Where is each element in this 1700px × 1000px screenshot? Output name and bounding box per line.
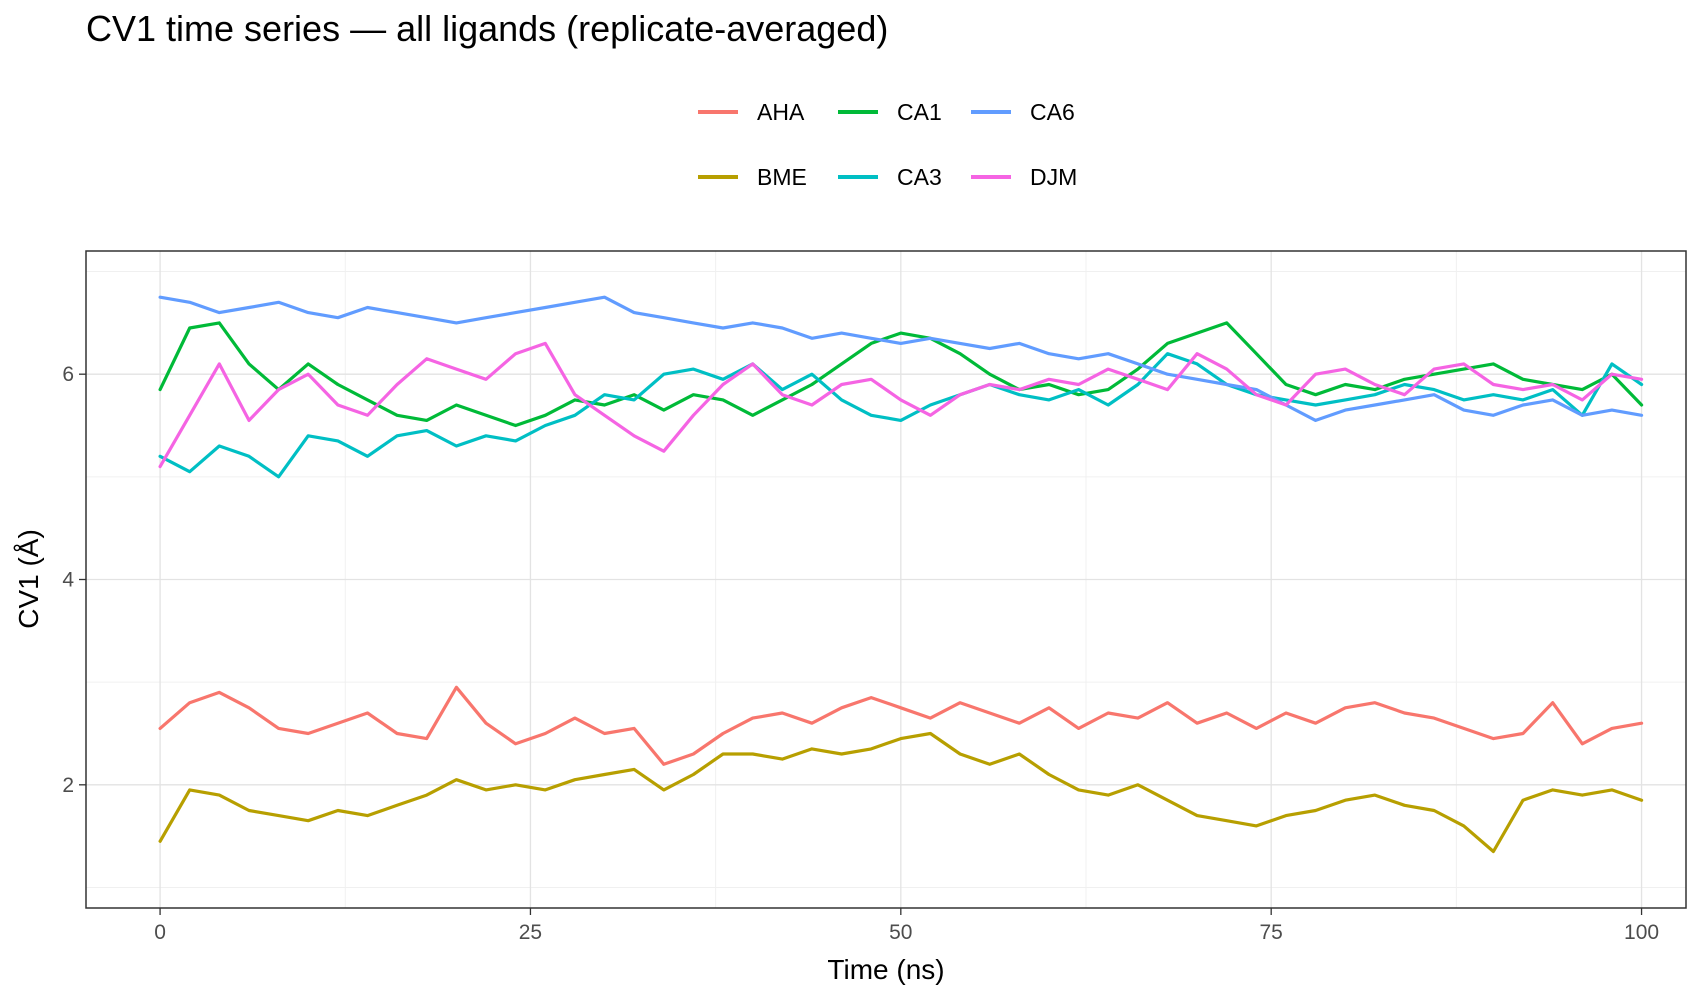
y-tick-label: 4 bbox=[62, 569, 74, 592]
series-line-ca6 bbox=[158, 295, 1644, 422]
legend-label: CA1 bbox=[897, 99, 942, 125]
legend-item-ca6: CA6 bbox=[971, 99, 1075, 125]
legend-item-ca1: CA1 bbox=[838, 99, 942, 125]
chart-title: CV1 time series — all ligands (replicate… bbox=[86, 8, 889, 49]
legend-label: DJM bbox=[1030, 164, 1077, 190]
x-axis-title: Time (ns) bbox=[827, 954, 944, 985]
y-tick-label: 6 bbox=[62, 363, 74, 386]
series-line-bme bbox=[158, 731, 1644, 854]
series-line-ca3 bbox=[158, 352, 1644, 479]
series-line-djm bbox=[158, 341, 1644, 469]
x-tick-label: 50 bbox=[889, 921, 912, 944]
y-tick-label: 2 bbox=[62, 774, 74, 797]
legend: AHA BME CA1 CA3 CA6 DJM bbox=[698, 99, 1077, 190]
x-tick-label: 0 bbox=[154, 921, 166, 944]
legend-label: CA6 bbox=[1030, 99, 1075, 125]
legend-item-djm: DJM bbox=[971, 164, 1077, 190]
legend-label: AHA bbox=[757, 99, 805, 125]
x-tick-label: 75 bbox=[1260, 921, 1283, 944]
x-tick-label: 25 bbox=[519, 921, 542, 944]
x-axis: 0 25 50 75 100 bbox=[154, 908, 1659, 944]
legend-item-bme: BME bbox=[698, 164, 807, 190]
legend-label: BME bbox=[757, 164, 807, 190]
series-line-aha bbox=[158, 685, 1644, 766]
legend-item-ca3: CA3 bbox=[838, 164, 942, 190]
y-axis-title: CV1 (Å) bbox=[13, 529, 44, 629]
series-layer bbox=[158, 295, 1644, 854]
x-tick-label: 100 bbox=[1624, 921, 1659, 944]
y-axis: 2 4 6 bbox=[62, 363, 86, 797]
grid bbox=[86, 251, 1686, 908]
legend-label: CA3 bbox=[897, 164, 942, 190]
legend-item-aha: AHA bbox=[698, 99, 805, 125]
series-line-ca1 bbox=[158, 321, 1644, 428]
